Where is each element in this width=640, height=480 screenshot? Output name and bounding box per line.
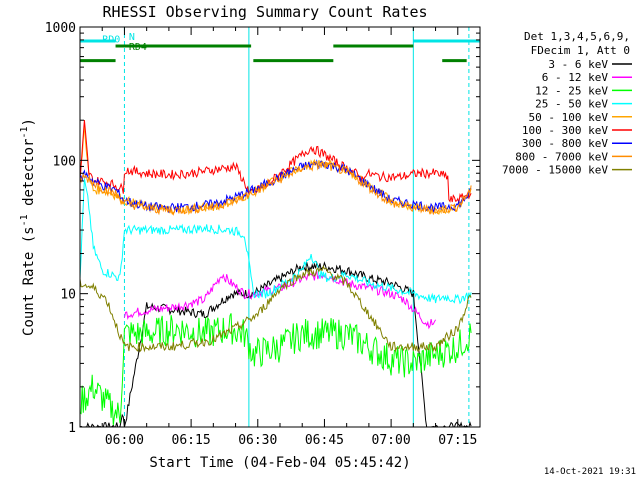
- series-line-3: [79, 178, 472, 305]
- legend-label-8: 7000 - 15000 keV: [502, 164, 608, 177]
- y-tick-label-2: 100: [53, 154, 76, 169]
- series-layer: [79, 120, 472, 428]
- series-line-2: [79, 313, 472, 426]
- series-line-8: [79, 264, 472, 353]
- x-tick-label-1: 06:15: [172, 433, 211, 448]
- x-tick-label-0: 06:00: [105, 433, 144, 448]
- legend-label-3: 25 - 50 keV: [535, 98, 608, 111]
- x-tick-label-5: 07:15: [438, 433, 477, 448]
- x-axis-label: Start Time (04-Feb-04 05:45:42): [149, 455, 410, 471]
- legend: Det 1,3,4,5,6,9,FDecim 1, Att 03 - 6 keV…: [502, 30, 632, 177]
- y-tick-label-3: 1000: [45, 21, 76, 36]
- flag-label-0: N: [129, 32, 135, 43]
- legend-header-1: FDecim 1, Att 0: [531, 44, 630, 57]
- flag-label-2: RD4: [129, 42, 147, 53]
- legend-label-0: 3 - 6 keV: [548, 58, 608, 71]
- legend-header-0: Det 1,3,4,5,6,9,: [524, 30, 630, 43]
- y-axis-label: Count Rate (s-1 detector-1): [19, 118, 37, 336]
- series-line-5: [79, 120, 472, 203]
- flag-label-1: RD0: [102, 34, 120, 45]
- legend-label-2: 12 - 25 keV: [535, 84, 608, 97]
- y-axis-ticks: 1 10 100 1000: [45, 21, 480, 436]
- legend-label-7: 800 - 7000 keV: [515, 150, 608, 163]
- series-line-1: [123, 269, 437, 330]
- series-line-6: [79, 159, 472, 214]
- y-tick-label-0: 1: [68, 421, 76, 436]
- x-axis-ticks: 06:00 06:15 06:30 06:45 07:00 07:15: [79, 27, 481, 448]
- x-tick-label-2: 06:30: [238, 433, 277, 448]
- x-tick-label-4: 07:00: [372, 433, 411, 448]
- legend-label-5: 100 - 300 keV: [522, 124, 608, 137]
- series-line-7: [79, 160, 472, 216]
- chart-title: RHESSI Observing Summary Count Rates: [102, 3, 427, 21]
- generated-timestamp: 14-Oct-2021 19:31: [544, 467, 636, 477]
- legend-label-6: 300 - 800 keV: [522, 137, 608, 150]
- y-tick-label-1: 10: [60, 288, 76, 303]
- status-flags: N RD0 RD4: [80, 32, 480, 63]
- legend-label-1: 6 - 12 keV: [542, 71, 609, 84]
- legend-label-4: 50 - 100 keV: [529, 111, 609, 124]
- x-tick-label-3: 06:45: [305, 433, 344, 448]
